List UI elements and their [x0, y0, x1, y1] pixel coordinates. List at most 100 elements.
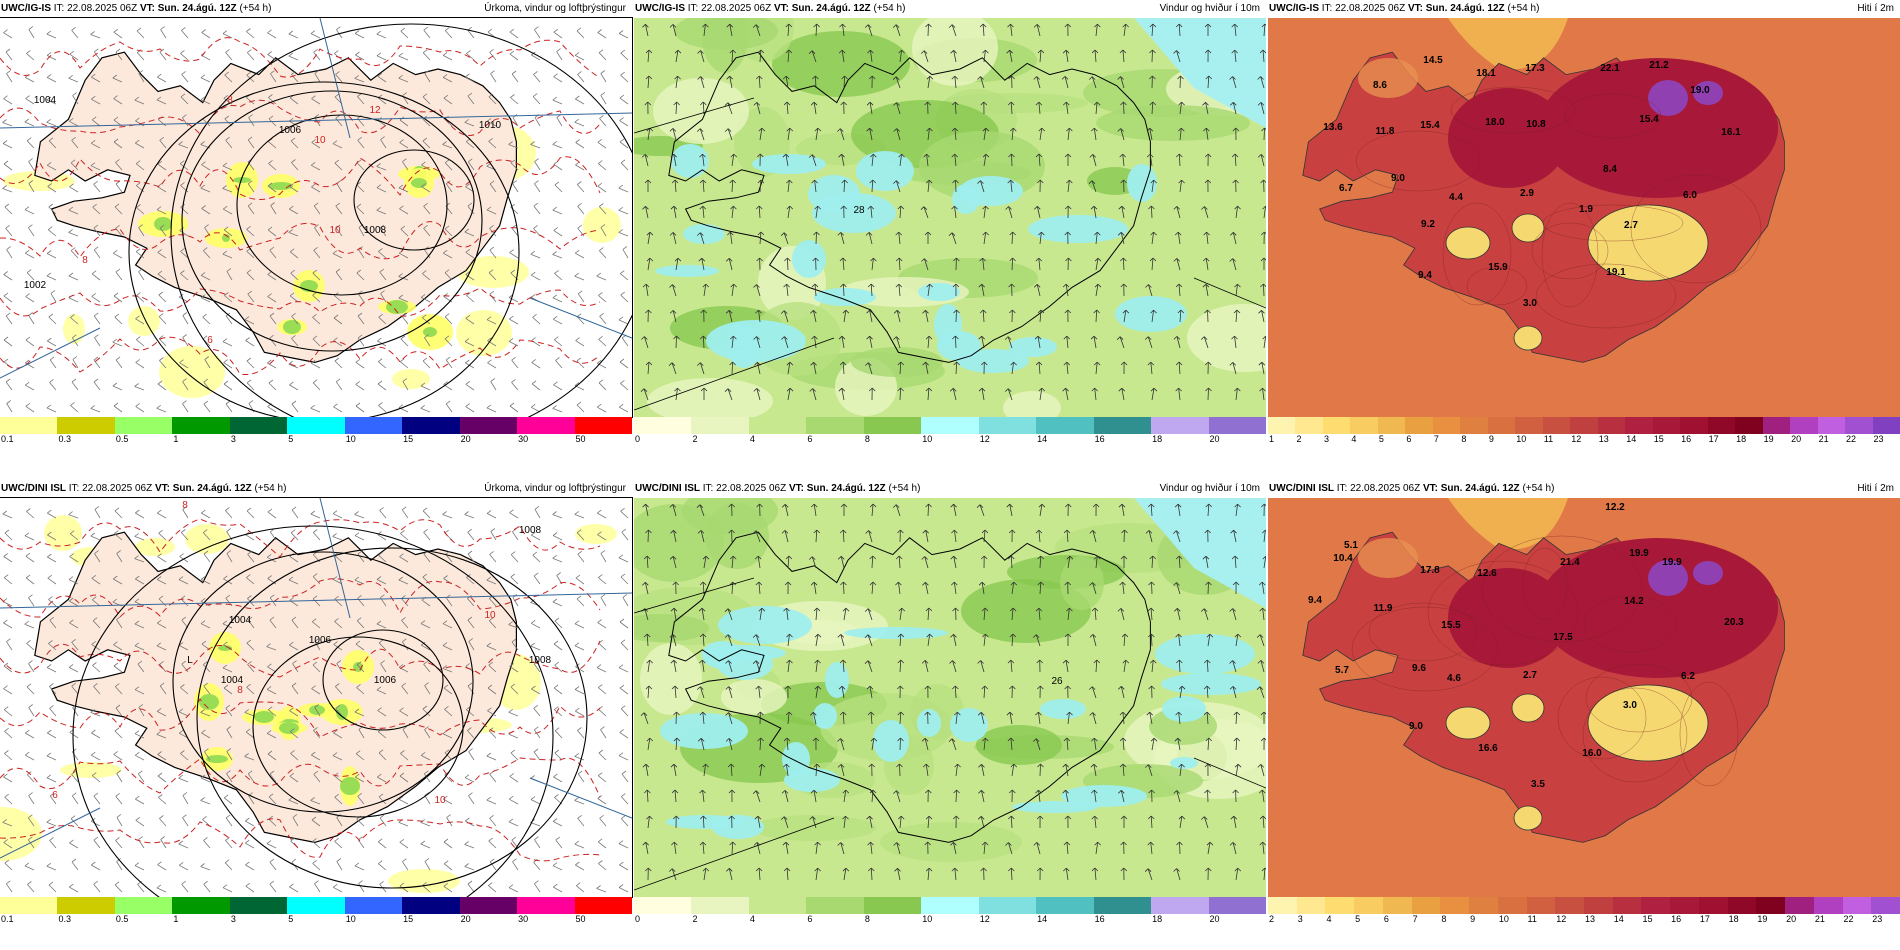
wind-arrow-head — [1146, 711, 1153, 716]
wind-arrow — [1207, 503, 1210, 517]
wind-barb-flag — [577, 727, 582, 731]
wind-barb-flag — [72, 748, 77, 753]
wind-barb-flag — [510, 203, 515, 208]
wind-arrow — [786, 764, 789, 777]
wind-arrow — [955, 309, 957, 323]
wind-barb — [399, 556, 409, 563]
temperature-contour — [1450, 86, 1576, 134]
wind-arrow-head — [1145, 764, 1152, 768]
temperature-label: 17.5 — [1553, 632, 1573, 643]
wind-barb-flag — [289, 597, 294, 601]
colorbar-segment — [1151, 897, 1210, 914]
wind-arrow-head — [864, 634, 872, 638]
wind-barb-flag — [289, 707, 294, 712]
wind-barb — [399, 119, 409, 127]
glacier-cool-area — [1587, 684, 1709, 762]
wind-arrow — [1036, 842, 1041, 855]
mid-temp-area — [1358, 58, 1418, 98]
wind-arrow — [783, 310, 789, 323]
wind-barb — [245, 885, 255, 893]
wind-arrow-head — [1257, 764, 1265, 768]
wind-barb — [555, 360, 563, 369]
wind-arrow — [1261, 790, 1265, 803]
wind-barb — [423, 553, 431, 563]
wind-barb — [577, 293, 585, 303]
strong-wind-area — [1155, 634, 1255, 674]
wind-barb — [203, 532, 211, 541]
wind-arrow — [954, 206, 957, 219]
wind-barb — [312, 382, 321, 391]
wind-barb — [266, 733, 277, 739]
wind-arrow — [899, 711, 902, 725]
wind-barb-flag — [574, 272, 579, 277]
wind-field — [942, 93, 1088, 113]
colorbar — [0, 417, 633, 434]
wind-barb — [531, 274, 541, 281]
wind-arrow — [1093, 128, 1097, 141]
wind-arrow-head — [755, 205, 763, 210]
wind-barb — [357, 796, 365, 805]
wind-arrow — [756, 336, 761, 349]
wind-barb — [422, 360, 431, 369]
wind-arrow — [814, 180, 817, 193]
wind-barb — [159, 360, 167, 369]
wind-arrow-head — [1229, 686, 1237, 690]
wind-barb — [72, 359, 79, 369]
wind-barb-flag — [443, 94, 449, 99]
wind-arrow-head — [669, 128, 677, 132]
wind-barb — [598, 752, 607, 761]
graticule-line — [634, 577, 755, 614]
wind-arrow — [1066, 336, 1069, 349]
value-label: 26 — [1051, 676, 1063, 687]
wind-arrow-head — [838, 387, 846, 392]
wind-arrow-head — [1176, 153, 1183, 158]
wind-barb-flag — [203, 247, 208, 251]
wind-arrow — [898, 555, 901, 569]
wind-barb-flag — [534, 505, 540, 510]
wind-barb — [158, 598, 167, 607]
wind-barb-flag — [574, 620, 580, 625]
wind-arrow-head — [642, 841, 649, 846]
wind-barb-flag — [247, 180, 253, 185]
wind-arrow-head — [810, 789, 818, 794]
wind-arrow-head — [1175, 633, 1182, 638]
wind-arrow-head — [1178, 815, 1186, 820]
init-time: 22.08.2025 06Z — [1350, 483, 1421, 494]
wind-barb — [444, 30, 453, 39]
wind-barb-flag — [203, 529, 208, 533]
wind-barb — [510, 162, 519, 171]
wind-barb — [599, 250, 607, 259]
wind-barb — [113, 295, 123, 303]
wind-barb-flag — [246, 379, 252, 384]
wind-barb-flag — [90, 532, 96, 537]
wind-arrow-head — [1173, 258, 1181, 262]
wind-arrow — [1010, 101, 1013, 115]
wind-arrow — [1235, 737, 1238, 751]
wind-arrow-head — [700, 387, 708, 392]
it-label: IT: — [1321, 3, 1333, 14]
valid-time: Sun. 24.ágú. 12Z — [1425, 3, 1505, 14]
wind-arrow-head — [1063, 101, 1070, 106]
wind-barb — [157, 864, 167, 871]
wind-barb — [226, 729, 233, 739]
wind-arrow — [785, 154, 789, 167]
wind-barb — [464, 866, 475, 871]
wind-barb — [266, 646, 277, 651]
wind-barb-flag — [182, 792, 188, 796]
wind-arrow-head — [1234, 387, 1241, 392]
wind-arrow — [1150, 842, 1153, 855]
wind-barb-flag — [136, 182, 141, 186]
wind-barb-flag — [423, 660, 428, 665]
wind-arrow-head — [1119, 763, 1127, 768]
wind-barb — [378, 752, 387, 761]
wind-barb-flag — [222, 338, 228, 342]
wind-arrow-head — [1035, 153, 1043, 158]
wind-arrow — [674, 685, 677, 699]
temperature-label: 21.2 — [1649, 60, 1669, 71]
wind-arrow-head — [698, 257, 706, 262]
temperature-label: 22.1 — [1600, 63, 1620, 74]
wind-arrow — [787, 362, 791, 375]
wind-barb — [334, 295, 343, 303]
model-name: UWC/IG-IS — [1269, 3, 1319, 14]
wind-arrow-head — [1178, 179, 1185, 184]
